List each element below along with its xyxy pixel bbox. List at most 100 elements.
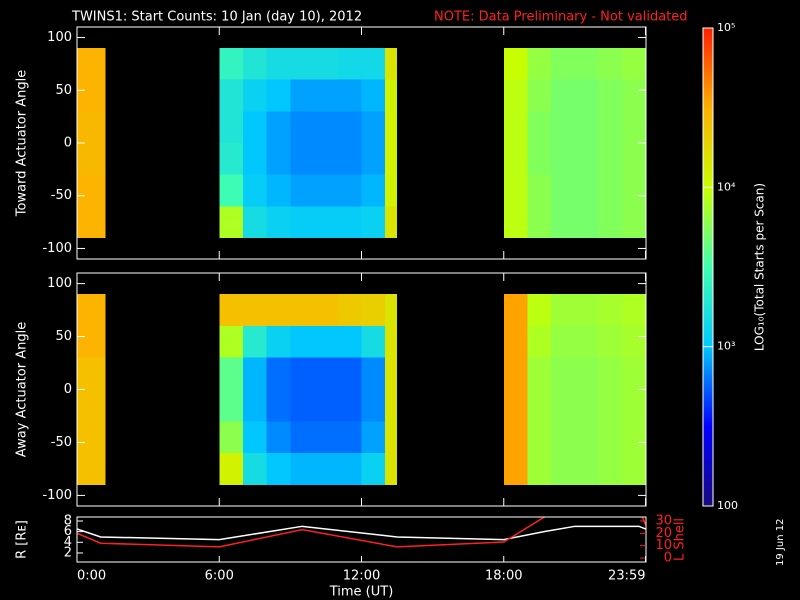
heatmap-cell bbox=[598, 453, 623, 485]
heatmap-cell bbox=[574, 206, 599, 238]
heatmap-cell bbox=[361, 143, 386, 175]
heatmap-cell bbox=[527, 174, 552, 207]
y-tick-label: -50 bbox=[51, 188, 72, 203]
heatmap-cell bbox=[385, 48, 398, 80]
heatmap-cell bbox=[622, 357, 646, 390]
heatmap-cell bbox=[266, 111, 291, 143]
heatmap-cell bbox=[551, 79, 575, 112]
x-tick-label: 6:00 bbox=[205, 569, 234, 584]
heatmap-cell bbox=[503, 48, 528, 80]
heatmap-cell bbox=[503, 389, 528, 422]
heatmap-cell bbox=[622, 294, 646, 326]
heatmap-cell bbox=[219, 79, 243, 112]
heatmap-cell bbox=[361, 48, 386, 80]
heatmap-cell bbox=[242, 325, 267, 358]
colorbar-tick-label: 10³ bbox=[717, 340, 735, 353]
y-tick-label: 4 bbox=[64, 535, 72, 550]
heatmap-cell bbox=[290, 389, 315, 422]
heatmap-cell bbox=[385, 206, 398, 238]
colorbar-tick-label: 10⁴ bbox=[717, 180, 736, 193]
heatmap-cell bbox=[266, 174, 291, 207]
heatmap-cell bbox=[574, 325, 599, 358]
heatmap-cell bbox=[314, 294, 338, 326]
heatmap-cell bbox=[598, 206, 623, 238]
heatmap-cell bbox=[77, 48, 106, 80]
heatmap-cell bbox=[551, 174, 575, 207]
heatmap-cell bbox=[622, 325, 646, 358]
heatmap-cell bbox=[266, 389, 291, 422]
panel-background bbox=[77, 517, 646, 562]
heatmap-cell bbox=[314, 48, 338, 80]
heatmap-cell bbox=[314, 79, 338, 112]
y-tick-label: -100 bbox=[42, 241, 72, 256]
heatmap-cell bbox=[314, 174, 338, 207]
heatmap-cell bbox=[385, 174, 398, 207]
heatmap-cell bbox=[598, 325, 623, 358]
y-tick-label: 50 bbox=[55, 329, 72, 344]
heatmap-cell bbox=[527, 357, 552, 390]
y-tick-label: 50 bbox=[55, 83, 72, 98]
heatmap-cell bbox=[361, 389, 386, 422]
y-tick-label: 2 bbox=[64, 545, 72, 560]
heatmap-cell bbox=[622, 389, 646, 422]
heatmap-cell bbox=[598, 389, 623, 422]
heatmap-cell bbox=[574, 389, 599, 422]
x-tick-label: 23:59 bbox=[608, 569, 645, 584]
heatmap-cell bbox=[527, 79, 552, 112]
heatmap-cell bbox=[551, 111, 575, 143]
heatmap-cell bbox=[337, 325, 362, 358]
heatmap-cell bbox=[527, 421, 552, 454]
heatmap-cell bbox=[598, 143, 623, 175]
heatmap-cell bbox=[527, 294, 552, 326]
heatmap-cell bbox=[290, 294, 315, 326]
heatmap-cell bbox=[574, 174, 599, 207]
colorbar-tick-label: 10⁵ bbox=[717, 21, 735, 34]
heatmap-cell bbox=[290, 79, 315, 112]
heatmap-cell bbox=[290, 48, 315, 80]
heatmap-cell bbox=[242, 48, 267, 80]
heatmap-cell bbox=[266, 48, 291, 80]
y-tick-label: -50 bbox=[51, 435, 72, 450]
heatmap-cell bbox=[598, 111, 623, 143]
heatmap-cell bbox=[385, 357, 398, 390]
heatmap-cell bbox=[337, 357, 362, 390]
heatmap-cell bbox=[503, 294, 528, 326]
heatmap-cell bbox=[337, 206, 362, 238]
heatmap-cell bbox=[314, 143, 338, 175]
heatmap-cell bbox=[622, 206, 646, 238]
heatmap-cell bbox=[622, 421, 646, 454]
heatmap-cell bbox=[337, 143, 362, 175]
heatmap-cell bbox=[598, 357, 623, 390]
heatmap-cell bbox=[574, 357, 599, 390]
heatmap-cell bbox=[314, 453, 338, 485]
heatmap-cell bbox=[337, 421, 362, 454]
heatmap-cell bbox=[598, 48, 623, 80]
colorbar bbox=[702, 27, 714, 507]
heatmap-cell bbox=[290, 206, 315, 238]
heatmap-cell bbox=[551, 357, 575, 390]
heatmap-cell bbox=[622, 174, 646, 207]
heatmap-cell bbox=[242, 111, 267, 143]
heatmap-cell bbox=[503, 206, 528, 238]
heatmap-cell bbox=[527, 206, 552, 238]
heatmap-cell bbox=[361, 79, 386, 112]
heatmap-cell bbox=[219, 48, 243, 80]
heatmap-cell bbox=[266, 357, 291, 390]
heatmap-cell bbox=[385, 111, 398, 143]
heatmap-cell bbox=[219, 325, 243, 358]
heatmap-cell bbox=[574, 48, 599, 80]
heatmap-cell bbox=[551, 325, 575, 358]
heatmap-cell bbox=[290, 357, 315, 390]
heatmap-cell bbox=[290, 111, 315, 143]
y2-tick-label: 30 bbox=[655, 513, 672, 528]
heatmap-cell bbox=[503, 143, 528, 175]
heatmap-cell bbox=[219, 453, 243, 485]
y-axis-label: Toward Actuator Angle bbox=[15, 70, 30, 217]
heatmap-cell bbox=[77, 79, 106, 112]
heatmap-cell bbox=[385, 79, 398, 112]
heatmap-cell bbox=[622, 48, 646, 80]
heatmap-cell bbox=[551, 206, 575, 238]
data-line bbox=[77, 525, 646, 541]
heatmap-cell bbox=[290, 453, 315, 485]
